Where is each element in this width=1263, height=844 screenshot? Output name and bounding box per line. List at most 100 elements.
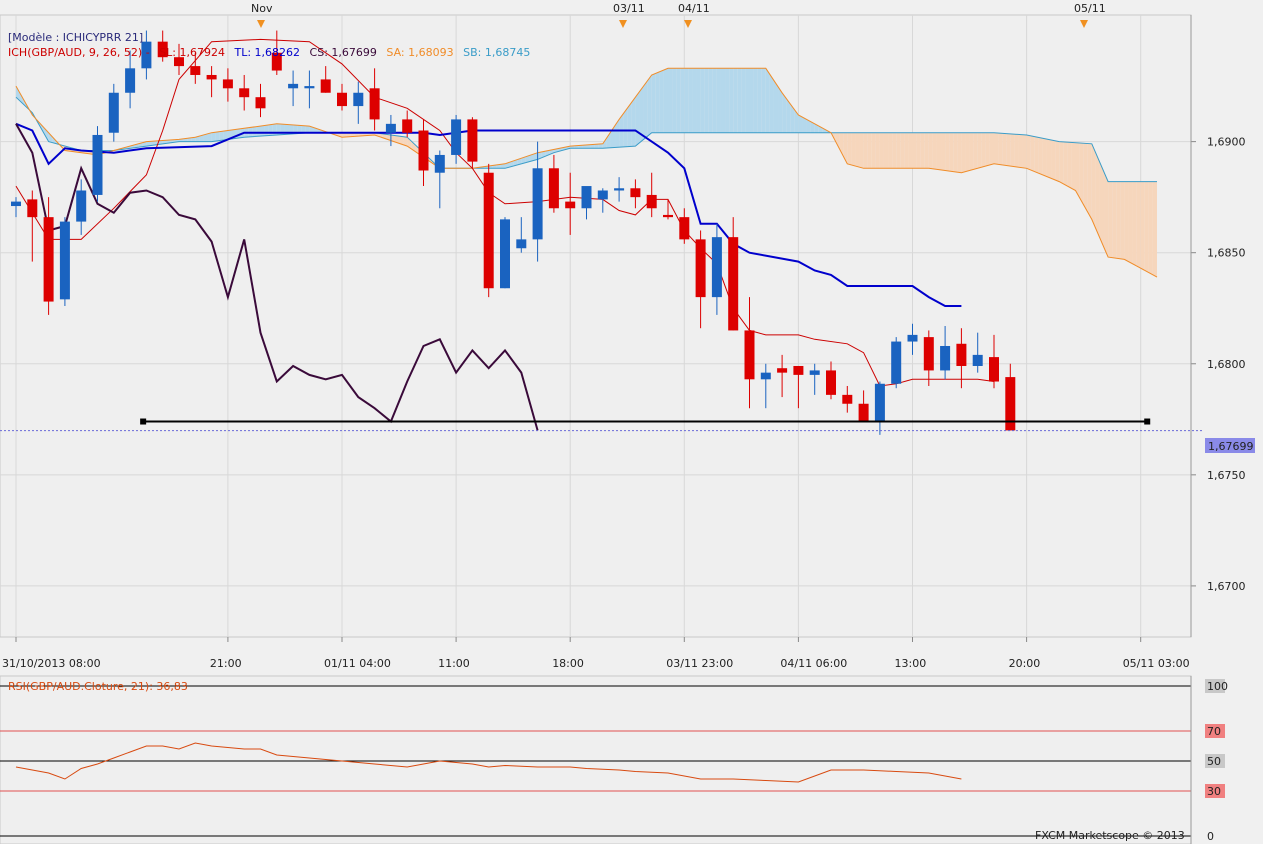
cloud-segment — [663, 68, 668, 133]
cloud-segment — [769, 74, 774, 133]
cloud-segment — [1120, 181, 1125, 260]
ichimoku-legend: ICH(GBP/AUD, 9, 26, 52) - SL: 1,67924 TL… — [8, 46, 530, 59]
cloud-segment — [904, 132, 909, 169]
cloud-segment — [407, 137, 412, 149]
cloud-segment — [753, 68, 758, 133]
rsi-plot-area[interactable] — [0, 675, 1192, 844]
candle-body — [614, 188, 625, 191]
cloud-segment — [696, 68, 701, 133]
cloud-segment — [692, 68, 697, 133]
cloud-segment — [1018, 134, 1023, 168]
cloud-segment — [794, 109, 799, 133]
trendline-handle — [1144, 418, 1151, 425]
cloud-segment — [936, 132, 942, 170]
cloud-segment — [883, 132, 889, 169]
cloud-segment — [855, 132, 860, 168]
cloud-segment — [1112, 181, 1117, 259]
cloud-segment — [590, 144, 595, 149]
cloud-segment — [969, 132, 974, 171]
event-markers: Nov 03/11 04/11 05/11 — [251, 2, 1106, 28]
cloud-segment — [651, 73, 656, 133]
cloud-segment — [668, 68, 673, 133]
candle-body — [206, 74, 217, 80]
model-label: [Modèle : ICHICYPRR 21] — [8, 31, 143, 44]
cloud-segment — [305, 125, 310, 134]
cloud-segment — [737, 68, 742, 133]
candle-body — [760, 372, 771, 380]
cloud-segment — [598, 143, 603, 149]
cloud-segment — [199, 134, 204, 142]
cloud-segment — [977, 132, 982, 169]
cloud-segment — [892, 132, 897, 169]
candle-body — [320, 79, 331, 93]
cloud-segment — [158, 140, 163, 145]
cloud-segment — [594, 144, 599, 149]
cloud-segment — [1116, 181, 1121, 259]
cloud-segment — [1124, 181, 1129, 262]
candle-body — [157, 41, 168, 58]
cloud-segment — [725, 68, 730, 133]
cloud-segment — [773, 80, 779, 133]
cloud-segment — [741, 68, 746, 133]
candle-body — [842, 394, 853, 404]
cloud-segment — [623, 108, 628, 147]
candle-body — [940, 345, 951, 371]
candle-body — [76, 190, 87, 222]
event-marker-icon — [684, 20, 692, 28]
cloud-segment — [729, 68, 734, 133]
cloud-segment — [1079, 143, 1084, 205]
legend-cs: CS: 1,67699 — [310, 46, 377, 59]
price-plot-area[interactable] — [0, 14, 1192, 638]
candle-body — [190, 66, 201, 75]
time-tick-label: 01/11 04:00 — [324, 657, 391, 670]
cloud-segment — [757, 68, 762, 133]
rsi-tick-label: 0 — [1207, 830, 1214, 843]
cloud-segment — [1132, 181, 1137, 267]
legend-sl: SL: 1,67924 — [159, 46, 225, 59]
cloud-segment — [525, 155, 530, 163]
cloud-segment — [672, 68, 677, 133]
cloud-segment — [920, 132, 925, 169]
cloud-segment — [851, 132, 856, 167]
senkou-span-a-line — [15, 67, 1158, 278]
cloud-segment — [1067, 142, 1072, 189]
cloud-segment — [847, 132, 852, 165]
candle-body — [434, 154, 445, 173]
cloud-segment — [223, 130, 228, 140]
candle-body — [92, 134, 103, 195]
price-y-axis: 1,6900 1,6850 1,6800 1,6750 1,6700 — [1190, 15, 1246, 637]
cloud-segment — [513, 159, 518, 167]
cloud-segment — [207, 132, 212, 142]
cloud-segment — [346, 132, 351, 137]
price-tick-label: 1,6750 — [1207, 469, 1246, 482]
cloud-segment — [932, 132, 937, 170]
cloud-segment — [720, 68, 726, 133]
cloud-segment — [578, 145, 583, 149]
footer-credit: FXCM Marketscope © 2013 — [1035, 829, 1185, 842]
candle-body — [532, 168, 543, 240]
candle-body — [1005, 377, 1016, 431]
candle-body — [239, 88, 250, 98]
cloud-segment — [806, 119, 811, 133]
cloud-segment — [961, 132, 966, 173]
cloud-segment — [297, 125, 302, 134]
cloud-segment — [965, 132, 970, 172]
cloud-segment — [863, 132, 868, 169]
time-tick-label: 05/11 03:00 — [1123, 657, 1190, 670]
cloud-segment — [635, 91, 640, 147]
candle-body — [874, 383, 885, 422]
price-tick-label: 1,6900 — [1207, 136, 1246, 149]
cloud-segment — [1091, 143, 1096, 229]
cloud-segment — [309, 126, 314, 133]
cloud-segment — [786, 98, 791, 133]
cloud-segment — [680, 68, 685, 133]
cloud-segment — [1071, 142, 1076, 191]
rsi-tick-label: 100 — [1207, 680, 1228, 693]
candle-body — [989, 357, 999, 382]
cloud-segment — [859, 132, 864, 169]
cloud-segment — [989, 132, 994, 165]
candle-body — [288, 83, 299, 89]
cloud-segment — [1014, 134, 1019, 168]
cloud-segment — [191, 137, 196, 142]
